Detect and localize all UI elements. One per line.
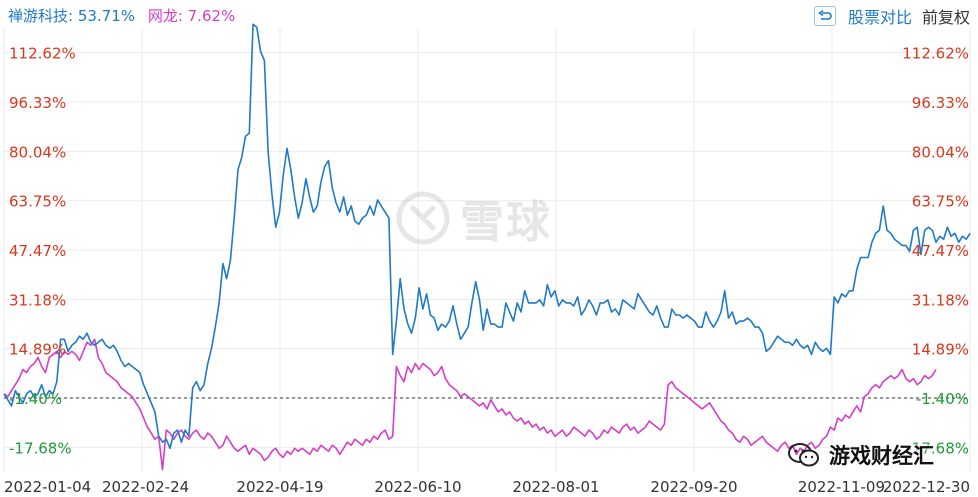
y-tick-label-right: 63.75% <box>912 193 969 211</box>
y-tick-label-left: 31.18% <box>9 291 66 309</box>
y-tick-label-left: 112.62% <box>9 45 76 63</box>
undo-icon <box>818 10 832 20</box>
y-tick-label-right: 31.18% <box>912 291 969 309</box>
y-tick-label-left: -17.68% <box>9 439 72 457</box>
grid-lines <box>3 28 971 472</box>
forward-adjust-button[interactable]: 前复权 <box>921 8 970 27</box>
y-tick-label-left: 80.04% <box>9 143 66 161</box>
y-tick-label-left: 14.89% <box>9 341 66 359</box>
back-button[interactable] <box>813 6 836 26</box>
legend-series-1: 禅游科技: 53.71% <box>8 7 136 25</box>
wechat-source-overlay: 游戏财经汇 <box>787 440 934 470</box>
stock-compare-button[interactable]: 股票对比 <box>847 8 912 27</box>
y-tick-label-left: 63.75% <box>9 193 66 211</box>
y-tick-label-left: 47.47% <box>9 242 66 260</box>
x-tick-label: 2022-06-10 <box>374 478 461 496</box>
y-tick-label-right: 14.89% <box>912 341 969 359</box>
series-lines <box>3 23 971 471</box>
x-tick-label: 2022-01-04 <box>4 478 91 496</box>
y-tick-label-right: -17.68% <box>906 439 969 457</box>
y-axis-left: 112.62% 96.33% 80.04% 63.75% 47.47% 31.18% 14.… <box>9 45 76 458</box>
legend-series-2: 网龙: 7.62% <box>147 7 236 25</box>
y-tick-label-left: -1.40% <box>9 390 62 408</box>
y-tick-label-right: -1.40% <box>916 390 969 408</box>
legend: 禅游科技: 53.71% 网龙: 7.62% <box>8 5 235 26</box>
x-tick-label: 2022-04-19 <box>236 478 323 496</box>
x-tick-label: 2022-08-01 <box>512 478 599 496</box>
x-tick-label: 2022-11-09 <box>798 478 885 496</box>
y-tick-label-right: 80.04% <box>912 143 969 161</box>
y-axis-right: 112.62% 96.33% 80.04% 63.75% 47.47% 31.18% 14.… <box>902 45 969 458</box>
chart-controls: 股票对比 前复权 <box>813 4 970 28</box>
y-tick-label-right: 112.62% <box>902 45 969 63</box>
y-tick-label-right: 47.47% <box>912 242 969 260</box>
x-axis: 2022-01-04 2022-02-24 2022-04-19 2022-06-10… <box>4 478 970 496</box>
x-tick-label: 2022-09-20 <box>650 478 737 496</box>
wechat-icon <box>788 443 819 467</box>
x-tick-label: 2022-12-30 <box>883 478 970 496</box>
series-line-2 <box>3 338 937 471</box>
y-tick-label-right: 96.33% <box>912 94 969 112</box>
wechat-source-label: 游戏财经汇 <box>829 444 934 468</box>
series-line-1 <box>3 23 971 450</box>
x-tick-label: 2022-02-24 <box>102 478 189 496</box>
y-tick-label-left: 96.33% <box>9 94 66 112</box>
